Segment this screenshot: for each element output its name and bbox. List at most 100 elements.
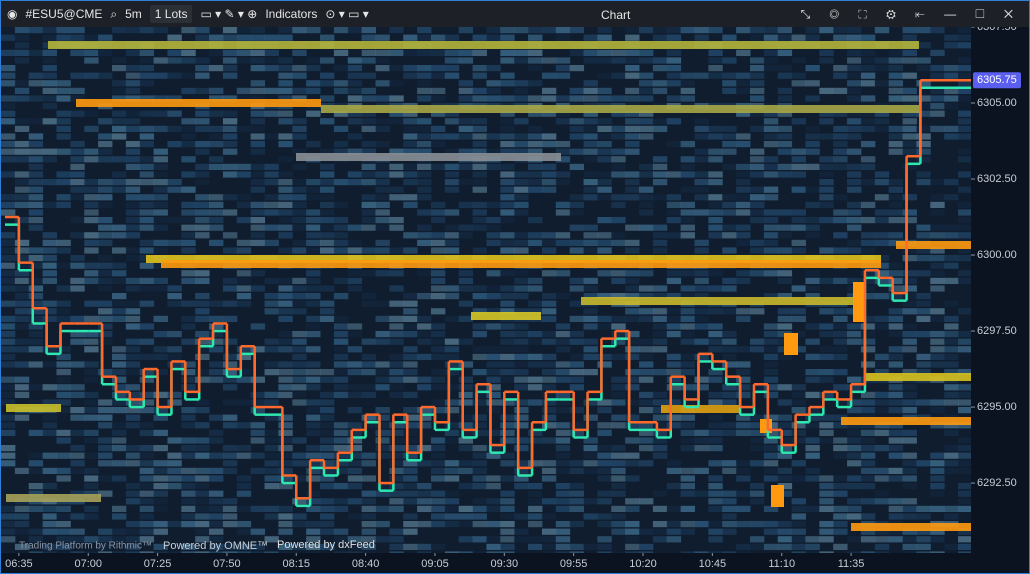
heat-cell xyxy=(181,467,196,474)
heat-cell xyxy=(389,437,404,444)
heat-cell xyxy=(430,445,446,452)
heat-cell xyxy=(139,467,155,474)
heat-cell xyxy=(860,536,876,543)
indicators[interactable]: Indicators xyxy=(265,7,318,21)
heat-cell xyxy=(625,475,640,482)
heat-cell xyxy=(888,277,904,284)
heat-cell xyxy=(472,445,487,452)
heat-cell xyxy=(666,72,682,79)
heat-cell xyxy=(874,239,890,246)
heat-cell xyxy=(639,125,654,132)
heat-cell xyxy=(611,270,626,277)
heat-cell xyxy=(181,483,196,490)
heat-cell xyxy=(958,452,973,459)
heat-cell xyxy=(819,163,834,170)
heat-cell xyxy=(805,133,820,140)
heat-cell xyxy=(652,323,668,330)
symbol[interactable]: #ESU5@CME xyxy=(25,7,103,21)
heat-cell xyxy=(486,27,501,34)
heat-cell xyxy=(278,437,293,444)
tools[interactable]: ▭ ▾ ✎ ▾ ⊕ xyxy=(200,7,258,21)
heat-cell xyxy=(430,475,446,482)
heat-cell xyxy=(222,49,238,56)
heat-cell xyxy=(153,521,168,528)
heat-cell xyxy=(514,87,529,94)
heat-cell xyxy=(736,179,751,186)
search[interactable]: ⌕ xyxy=(110,6,118,21)
heat-cell xyxy=(389,543,404,550)
heat-cell xyxy=(333,331,349,338)
quantity[interactable]: 1 Lots xyxy=(149,5,193,23)
heat-cell xyxy=(916,315,931,322)
heat-cell xyxy=(222,57,238,64)
heat-cell xyxy=(902,460,917,467)
heat-cell xyxy=(597,133,612,140)
heat-cell xyxy=(611,293,626,300)
x-tick-label: 07:25 xyxy=(144,558,172,570)
heat-cell xyxy=(514,293,529,300)
window-controls[interactable]: ⤡ ◎ ⛶ ⚙ ⇤ — ☐ ✕ xyxy=(800,7,1021,21)
heat-cell xyxy=(541,353,557,360)
heat-cell xyxy=(749,171,765,178)
heat-cell xyxy=(153,179,168,186)
heat-cell xyxy=(597,270,612,277)
heat-cell xyxy=(195,528,210,535)
heat-cell xyxy=(736,141,751,148)
heat-cell xyxy=(805,141,820,148)
heat-cell xyxy=(56,391,71,398)
heat-cell xyxy=(403,361,418,368)
heat-cell xyxy=(28,300,44,307)
heat-cell xyxy=(514,232,529,239)
heat-cell xyxy=(625,543,640,550)
heat-cell xyxy=(306,232,321,239)
heat-cell xyxy=(250,270,266,277)
heat-cell xyxy=(56,505,71,512)
heat-cell xyxy=(500,429,515,436)
heat-cell xyxy=(625,171,640,178)
heat-cell xyxy=(236,87,252,94)
heat-cell xyxy=(98,338,113,345)
heat-cell xyxy=(916,247,931,254)
heat-cell xyxy=(680,528,695,535)
heat-cell xyxy=(805,407,820,414)
heat-cell xyxy=(458,148,474,155)
heat-cell xyxy=(722,34,737,41)
heat-cell xyxy=(833,331,848,338)
heat-cell xyxy=(833,346,848,353)
heat-cell xyxy=(347,361,363,368)
heat-cell xyxy=(749,460,765,467)
heat-cell xyxy=(403,407,418,414)
heat-cell xyxy=(264,399,279,406)
heat-cell xyxy=(375,49,390,56)
heat-cell xyxy=(541,331,557,338)
heat-cell xyxy=(680,209,695,216)
heat-cell xyxy=(98,414,113,421)
heat-cell xyxy=(347,536,363,543)
more-tools[interactable]: ⊙ ▾ ▭ ▾ xyxy=(325,7,369,21)
x-tick-label: 09:55 xyxy=(560,558,588,570)
logo[interactable]: ◉ xyxy=(7,7,18,21)
interval[interactable]: 5m xyxy=(125,7,142,21)
heat-cell xyxy=(694,194,709,201)
heat-cell xyxy=(389,452,404,459)
heat-cell xyxy=(902,118,917,125)
heat-cell xyxy=(56,361,71,368)
heat-cell xyxy=(389,369,404,376)
heat-cell xyxy=(458,224,474,231)
heat-cell xyxy=(860,80,876,87)
heat-cell xyxy=(902,498,917,505)
heat-cell xyxy=(777,536,793,543)
heat-cell xyxy=(930,338,945,345)
heat-cell xyxy=(541,513,557,520)
heat-cell xyxy=(125,27,141,34)
heat-cell xyxy=(28,27,44,34)
heat-cell xyxy=(42,467,57,474)
heat-cell xyxy=(347,57,363,64)
heat-cell xyxy=(639,353,654,360)
heat-cell xyxy=(680,308,695,315)
heat-cell xyxy=(472,209,487,216)
heat-cell xyxy=(333,179,349,186)
heat-cell xyxy=(417,95,432,102)
heat-cell xyxy=(292,353,307,360)
heat-cell xyxy=(472,391,487,398)
